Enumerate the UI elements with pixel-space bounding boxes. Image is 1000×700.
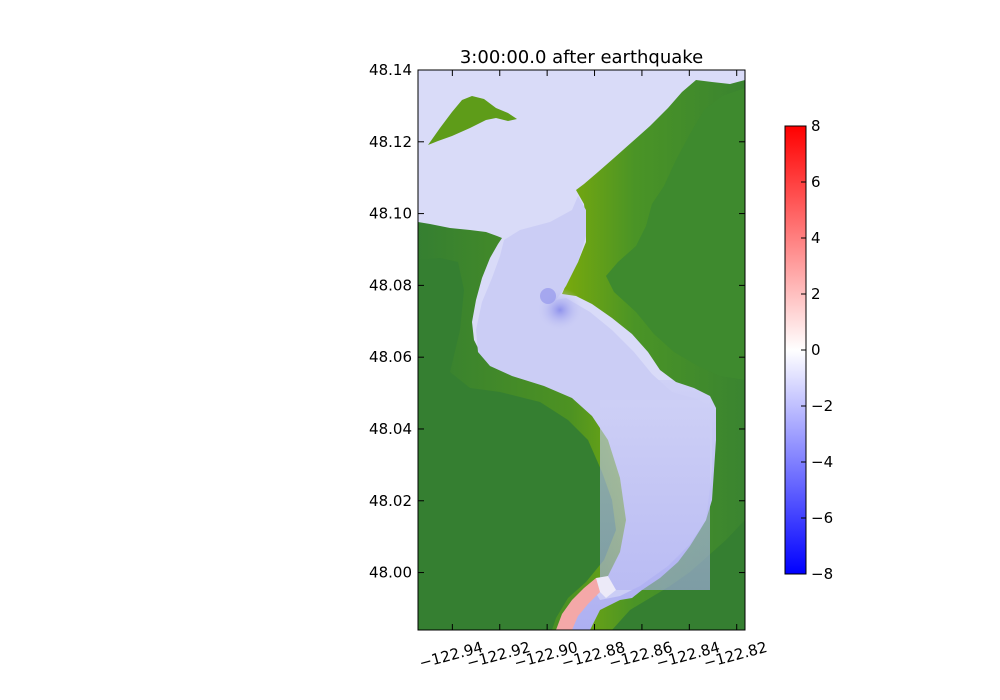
y-tick-label: 48.12 — [369, 133, 412, 151]
y-tick-label: 48.00 — [369, 564, 412, 582]
y-tick-label: 48.14 — [369, 61, 412, 79]
colorbar-tick-label: −2 — [811, 397, 833, 415]
colorbar-tick-label: 4 — [811, 229, 821, 247]
colorbar-tick-label: −8 — [811, 565, 833, 583]
colorbar-tick-label: 8 — [811, 117, 821, 135]
colorbar-tick-label: −6 — [811, 509, 833, 527]
channel-deep-water — [600, 400, 710, 590]
positive-anomaly — [556, 578, 604, 630]
depression-core — [540, 288, 556, 304]
y-tick-label: 48.02 — [369, 492, 412, 510]
map-field — [418, 70, 745, 630]
colorbar-axis: −8 −6 −4 −2 0 2 4 6 8 — [801, 117, 833, 583]
y-axis: 48.00 48.02 48.04 48.06 48.08 48.10 48.12 48.14 — [369, 61, 745, 582]
y-tick-label: 48.08 — [369, 276, 412, 294]
north-island — [428, 96, 517, 145]
positive-anomaly-edge — [596, 576, 616, 598]
plot-frame — [417, 69, 746, 631]
east-landmass-dark-north — [606, 88, 745, 380]
y-tick-label: 48.04 — [369, 420, 412, 438]
colorbar-tick-label: 0 — [811, 341, 821, 359]
chart-title: 3:00:00.0 after earthquake — [460, 47, 703, 68]
y-tick-label: 48.06 — [369, 348, 412, 366]
colorbar-tick-label: 6 — [811, 173, 821, 191]
east-landmass-dark-south — [612, 520, 745, 630]
colorbar-tick-label: 2 — [811, 285, 821, 303]
west-landmass-dark — [418, 258, 616, 630]
colorbar-tick-label: −4 — [811, 453, 833, 471]
y-tick-label: 48.10 — [369, 205, 412, 223]
